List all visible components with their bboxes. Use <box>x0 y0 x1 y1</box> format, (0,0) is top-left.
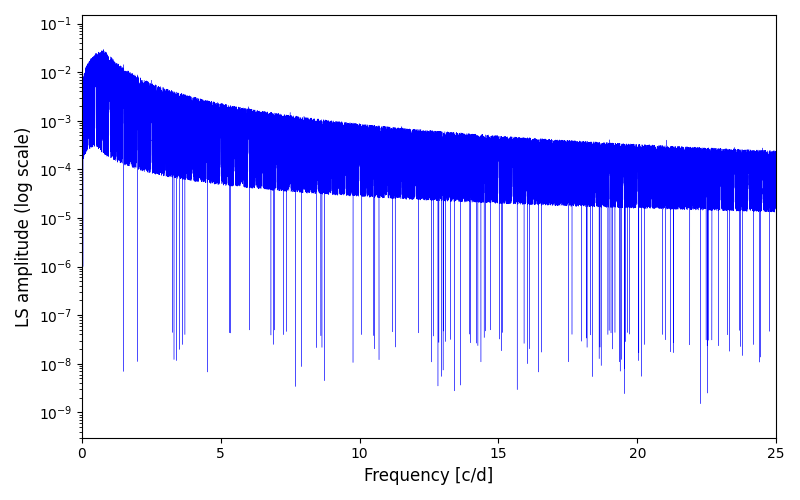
X-axis label: Frequency [c/d]: Frequency [c/d] <box>364 467 494 485</box>
Y-axis label: LS amplitude (log scale): LS amplitude (log scale) <box>15 126 33 326</box>
